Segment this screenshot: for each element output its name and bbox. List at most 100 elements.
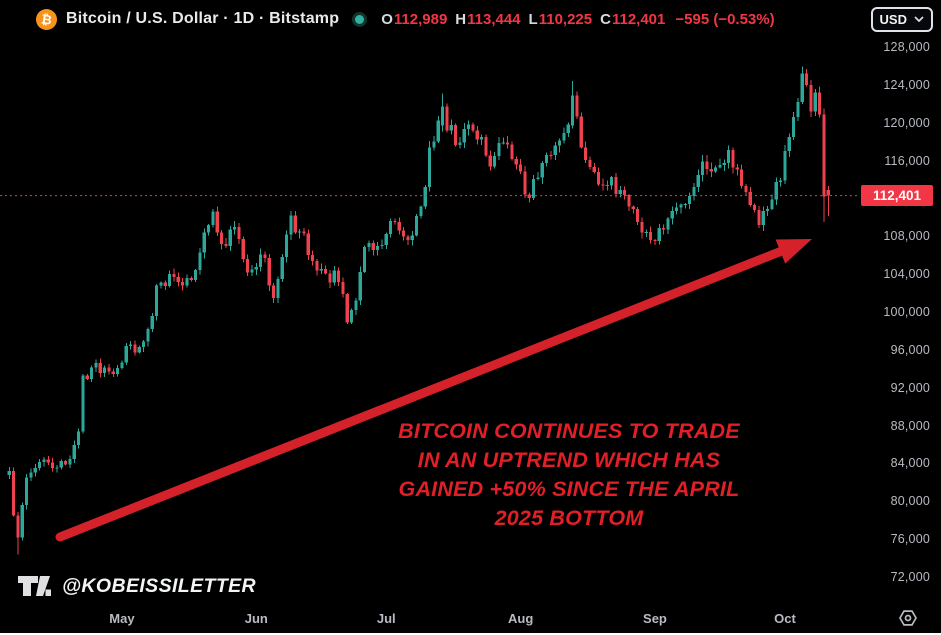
candle <box>527 194 531 199</box>
candle <box>38 461 42 469</box>
candle <box>627 195 631 207</box>
candle <box>493 155 497 167</box>
candle <box>402 230 406 237</box>
candle <box>68 458 72 465</box>
candle <box>826 190 830 196</box>
candle <box>406 236 410 241</box>
candle <box>553 145 557 155</box>
time-axis[interactable]: May Jun Jul Aug Sep Oct <box>0 608 858 633</box>
price-tick-label: 108,000 <box>883 229 930 244</box>
currency-selector-button[interactable]: USD <box>870 6 933 32</box>
candle <box>740 169 744 186</box>
candle <box>215 211 219 233</box>
open-value: 112,989 <box>393 10 448 28</box>
candle <box>185 278 189 286</box>
candle <box>779 180 783 183</box>
candle <box>259 254 263 267</box>
open-label: O <box>381 10 393 28</box>
candle <box>445 106 449 131</box>
candle <box>241 239 245 260</box>
candle <box>705 161 709 169</box>
price-tick-label: 84,000 <box>890 456 930 471</box>
candle <box>792 116 796 137</box>
candle <box>59 461 63 468</box>
candle <box>393 220 397 223</box>
candle <box>696 174 700 188</box>
tradingview-logo-icon <box>18 576 51 596</box>
candle <box>679 204 683 208</box>
candle <box>718 165 722 168</box>
candle <box>441 106 445 126</box>
settings-icon[interactable] <box>897 607 919 629</box>
candle <box>328 273 332 283</box>
candle <box>800 73 804 102</box>
candle <box>670 210 674 219</box>
candle <box>532 178 536 199</box>
price-tick-label: 76,000 <box>890 532 930 547</box>
candle <box>566 124 570 134</box>
low-label: L <box>528 10 538 28</box>
high-value: 113,444 <box>467 10 521 28</box>
price-tick-label: 96,000 <box>890 342 930 357</box>
candle <box>250 269 254 273</box>
candle <box>809 84 813 112</box>
candle <box>85 375 89 379</box>
candle <box>246 259 250 273</box>
candle <box>774 182 778 200</box>
candle <box>371 242 375 250</box>
candle <box>605 185 609 187</box>
annotation-line: BITCOIN CONTINUES TO TRADE <box>398 419 740 443</box>
candle <box>475 130 479 140</box>
candle <box>805 73 809 85</box>
bitcoin-glyph: ₿ <box>40 11 53 28</box>
candle <box>7 471 11 475</box>
candle <box>159 282 163 286</box>
price-axis[interactable]: 112,401 128,000124,000120,000116,000112,… <box>858 0 941 610</box>
chevron-down-icon <box>914 16 924 22</box>
candle <box>649 232 653 241</box>
candle <box>311 255 315 261</box>
candle <box>744 185 748 192</box>
annotation-line: 2025 BOTTOM <box>494 506 644 530</box>
candle <box>319 268 323 271</box>
candle <box>293 215 297 233</box>
annotation-line: IN AN UPTREND WHICH HAS <box>417 448 721 472</box>
candle <box>150 315 154 329</box>
candle <box>558 140 562 146</box>
candle <box>202 232 206 253</box>
candle <box>111 371 115 374</box>
candle <box>484 136 488 156</box>
candle <box>597 171 601 185</box>
candle <box>735 167 739 170</box>
candle <box>181 281 185 286</box>
candle <box>610 177 614 186</box>
time-tick-label: May <box>109 611 135 626</box>
candle <box>168 274 172 286</box>
candle <box>324 268 328 274</box>
candle <box>194 270 198 280</box>
candle <box>753 205 757 211</box>
candle <box>640 222 644 233</box>
candle <box>653 240 657 242</box>
price-tick-label: 124,000 <box>883 77 930 92</box>
candle <box>584 147 588 160</box>
close-value: 112,401 <box>611 10 666 28</box>
candle <box>55 467 59 469</box>
candle <box>302 231 306 234</box>
candle <box>211 211 215 226</box>
candle <box>562 133 566 141</box>
candle <box>176 276 180 282</box>
candle <box>285 234 289 258</box>
candle <box>341 281 345 295</box>
candle <box>727 150 731 164</box>
market-status-icon <box>352 11 368 27</box>
trend-arrow-line <box>55 245 789 542</box>
high-label: H <box>455 10 467 28</box>
symbol-title: Bitcoin / U.S. Dollar · 1D · Bitstamp <box>66 10 340 27</box>
candle <box>601 184 605 186</box>
candle <box>354 300 358 311</box>
price-tick-label: 100,000 <box>883 305 930 319</box>
candle <box>64 461 68 465</box>
candle <box>280 257 284 280</box>
